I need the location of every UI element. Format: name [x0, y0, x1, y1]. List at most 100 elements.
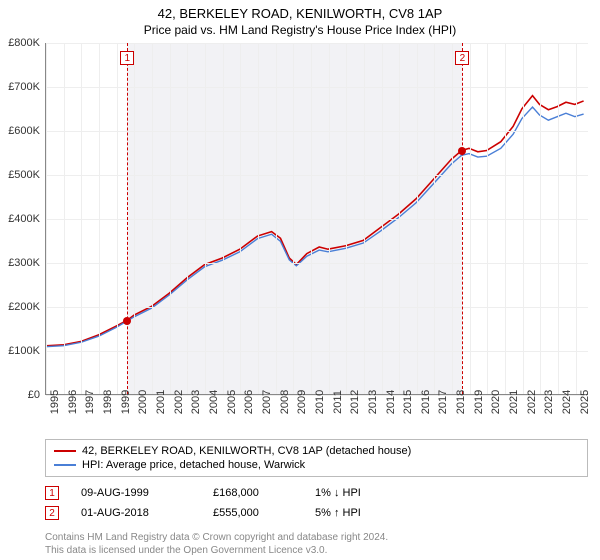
x-axis-label: 2017: [437, 390, 449, 414]
gridline: [576, 43, 577, 394]
footnote: Contains HM Land Registry data © Crown c…: [45, 531, 588, 557]
gridline: [399, 43, 400, 394]
gridline: [452, 43, 453, 394]
gridline: [258, 43, 259, 394]
y-axis-label: £300K: [8, 257, 40, 269]
x-axis-label: 2019: [473, 390, 485, 414]
gridline: [505, 43, 506, 394]
x-axis-label: 2023: [543, 390, 555, 414]
gridline: [382, 43, 383, 394]
chart-subtitle: Price paid vs. HM Land Registry's House …: [0, 21, 600, 43]
y-axis-label: £400K: [8, 213, 40, 225]
gridline: [81, 43, 82, 394]
x-axis-label: 2002: [173, 390, 185, 414]
gridline: [134, 43, 135, 394]
x-axis-label: 2013: [367, 390, 379, 414]
x-axis-label: 2018: [455, 390, 467, 414]
legend-label: 42, BERKELEY ROAD, KENILWORTH, CV8 1AP (…: [82, 445, 411, 457]
x-axis-label: 2000: [137, 390, 149, 414]
gridline: [64, 43, 65, 394]
gridline: [311, 43, 312, 394]
x-axis-label: 2008: [279, 390, 291, 414]
footnote-line: Contains HM Land Registry data © Crown c…: [45, 531, 588, 544]
y-axis-label: £800K: [8, 37, 40, 49]
x-axis-label: 2016: [420, 390, 432, 414]
x-axis-label: 2005: [226, 390, 238, 414]
sale-date: 01-AUG-2018: [81, 507, 191, 519]
sale-price: £168,000: [213, 487, 293, 499]
legend-label: HPI: Average price, detached house, Warw…: [82, 459, 305, 471]
gridline: [487, 43, 488, 394]
sale-dot: [458, 147, 466, 155]
y-axis-label: £700K: [8, 81, 40, 93]
x-axis-label: 2024: [561, 390, 573, 414]
gridline: [205, 43, 206, 394]
sale-row: 1 09-AUG-1999 £168,000 1% ↓ HPI: [45, 483, 588, 503]
x-axis-label: 2011: [332, 390, 344, 414]
x-axis-label: 2006: [243, 390, 255, 414]
gridline: [276, 43, 277, 394]
x-axis-label: 1999: [120, 390, 132, 414]
legend-row: 42, BERKELEY ROAD, KENILWORTH, CV8 1AP (…: [54, 444, 579, 458]
gridline: [523, 43, 524, 394]
sale-price: £555,000: [213, 507, 293, 519]
y-axis-label: £600K: [8, 125, 40, 137]
legend-swatch: [54, 464, 76, 466]
sale-num: 1: [45, 486, 59, 500]
gridline: [417, 43, 418, 394]
gridline: [223, 43, 224, 394]
gridline: [364, 43, 365, 394]
sale-date: 09-AUG-1999: [81, 487, 191, 499]
gridline: [346, 43, 347, 394]
gridline: [540, 43, 541, 394]
gridline: [99, 43, 100, 394]
sale-dot: [123, 317, 131, 325]
gridline: [117, 43, 118, 394]
y-axis-label: £0: [28, 389, 40, 401]
x-axis-label: 1996: [67, 390, 79, 414]
sale-row: 2 01-AUG-2018 £555,000 5% ↑ HPI: [45, 503, 588, 523]
reference-marker: 2: [455, 51, 469, 65]
gridline: [187, 43, 188, 394]
sale-delta: 1% ↓ HPI: [315, 487, 361, 499]
reference-line: [127, 43, 128, 394]
legend: 42, BERKELEY ROAD, KENILWORTH, CV8 1AP (…: [45, 439, 588, 477]
x-axis-label: 2001: [155, 390, 167, 414]
chart-area: £0£100K£200K£300K£400K£500K£600K£700K£80…: [45, 43, 588, 395]
x-axis-label: 1998: [102, 390, 114, 414]
x-axis-label: 2021: [508, 390, 520, 414]
sale-num: 2: [45, 506, 59, 520]
y-axis-label: £200K: [8, 301, 40, 313]
legend-swatch: [54, 450, 76, 452]
gridline: [293, 43, 294, 394]
gridline: [470, 43, 471, 394]
y-axis-label: £500K: [8, 169, 40, 181]
chart-title: 42, BERKELEY ROAD, KENILWORTH, CV8 1AP: [0, 0, 600, 21]
gridline: [434, 43, 435, 394]
gridline: [46, 43, 47, 394]
gridline: [329, 43, 330, 394]
y-axis-label: £100K: [8, 345, 40, 357]
x-axis-label: 2007: [261, 390, 273, 414]
legend-row: HPI: Average price, detached house, Warw…: [54, 458, 579, 472]
x-axis-label: 2004: [208, 390, 220, 414]
sales-table: 1 09-AUG-1999 £168,000 1% ↓ HPI 2 01-AUG-2018…: [45, 483, 588, 523]
x-axis-label: 2022: [526, 390, 538, 414]
x-axis-label: 1997: [84, 390, 96, 414]
x-axis-label: 2014: [385, 390, 397, 414]
gridline: [170, 43, 171, 394]
x-axis-label: 2009: [296, 390, 308, 414]
reference-line: [462, 43, 463, 394]
gridline: [558, 43, 559, 394]
gridline: [152, 43, 153, 394]
x-axis-label: 2012: [349, 390, 361, 414]
x-axis-label: 2020: [490, 390, 502, 414]
x-axis-label: 2015: [402, 390, 414, 414]
x-axis-label: 2010: [314, 390, 326, 414]
x-axis-label: 2003: [190, 390, 202, 414]
sale-delta: 5% ↑ HPI: [315, 507, 361, 519]
footnote-line: This data is licensed under the Open Gov…: [45, 544, 588, 557]
x-axis-label: 2025: [579, 390, 591, 414]
gridline: [240, 43, 241, 394]
x-axis-label: 1995: [49, 390, 61, 414]
